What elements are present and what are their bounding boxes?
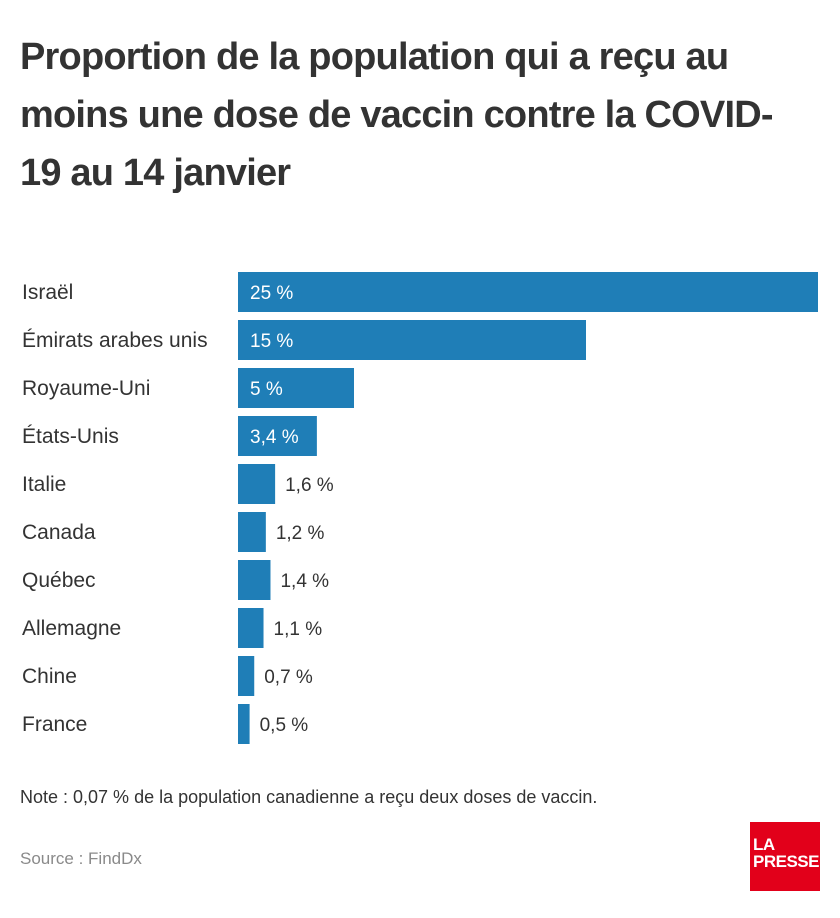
bar <box>238 416 317 456</box>
logo-line-2: PRESSE <box>753 852 819 871</box>
category-label: Israël <box>22 281 73 304</box>
category-label: Royaume-Uni <box>22 377 150 400</box>
value-label: 3,4 % <box>250 427 299 448</box>
bar <box>238 560 271 600</box>
value-label: 0,7 % <box>264 667 313 688</box>
value-label: 1,4 % <box>280 571 329 592</box>
chart-title: Proportion de la population qui a reçu a… <box>20 36 774 194</box>
category-label: États-Unis <box>22 425 119 448</box>
bar <box>238 512 266 552</box>
chart-note: Note : 0,07 % de la population canadienn… <box>20 787 598 807</box>
value-label: 25 % <box>250 283 293 304</box>
bar <box>238 272 818 312</box>
la-presse-logo: LA PRESSE <box>750 822 820 891</box>
bar <box>238 608 264 648</box>
chart-source: Source : FindDx <box>20 849 142 868</box>
category-label: Québec <box>22 569 96 592</box>
logo-line-1: LA <box>753 835 775 854</box>
category-label: Chine <box>22 665 77 688</box>
category-label: France <box>22 713 87 736</box>
bar-chart: Israël 25 % Émirats arabes unis 15 % Royaume… <box>22 272 818 744</box>
value-label: 1,2 % <box>276 523 325 544</box>
category-label: Italie <box>22 473 66 496</box>
bar <box>238 656 255 696</box>
value-label: 1,6 % <box>285 475 334 496</box>
bar <box>238 704 250 744</box>
bar <box>238 464 276 504</box>
category-label: Canada <box>22 521 96 544</box>
value-label: 5 % <box>250 379 283 400</box>
bar <box>238 320 586 360</box>
category-label: Émirats arabes unis <box>22 329 208 352</box>
value-label: 0,5 % <box>260 715 309 736</box>
value-label: 15 % <box>250 331 293 352</box>
category-label: Allemagne <box>22 617 121 640</box>
value-label: 1,1 % <box>274 619 323 640</box>
bar <box>238 368 354 408</box>
